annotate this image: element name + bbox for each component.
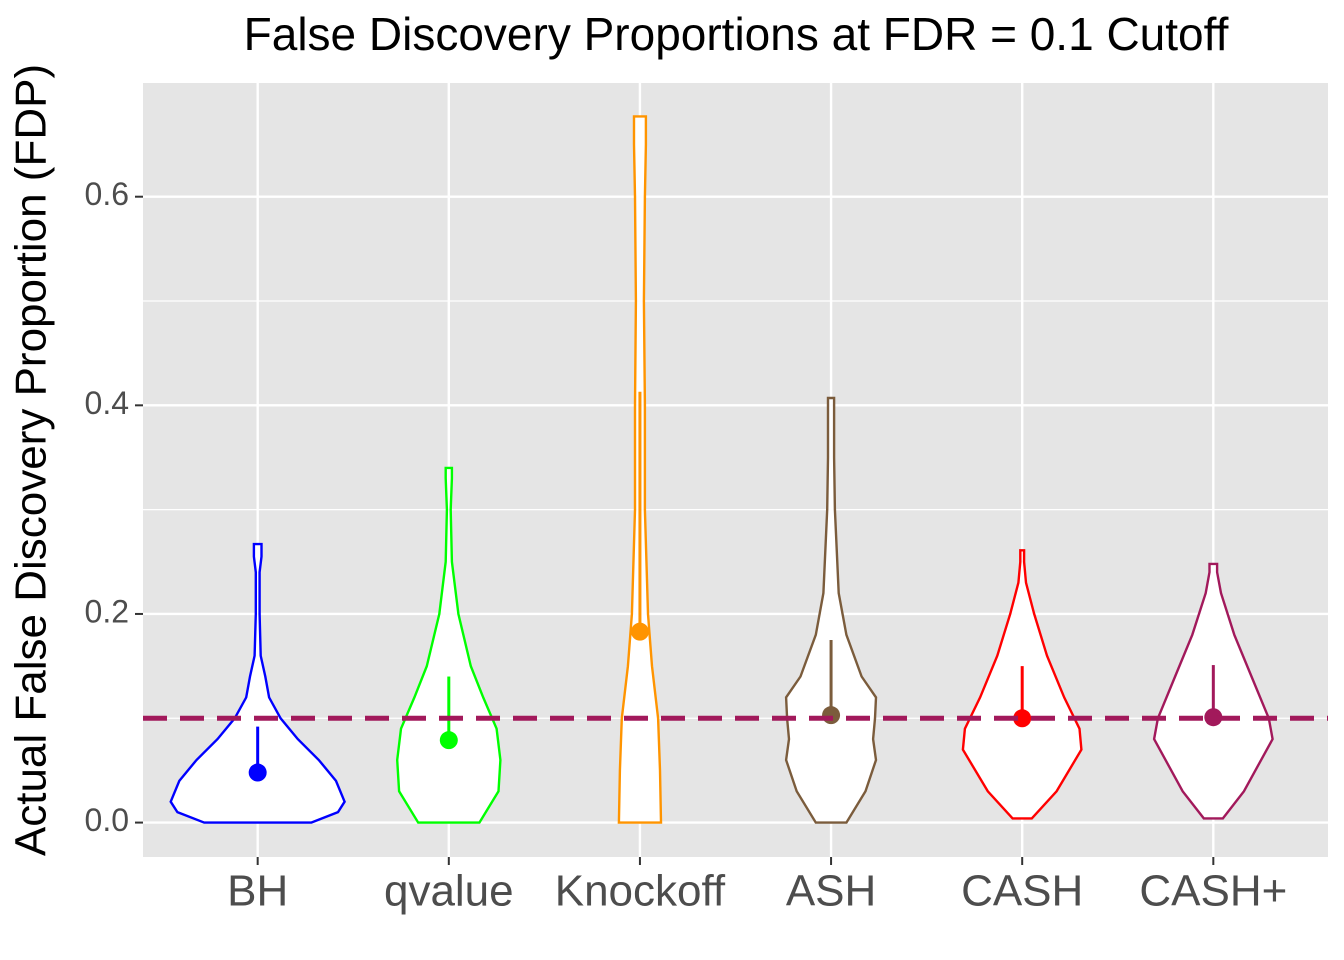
plot-background [143,83,1328,857]
violin [395,466,502,824]
mean-point [630,622,649,641]
x-tick-label: CASH [961,867,1083,916]
x-tick-label: BH [227,867,288,916]
mean-point [822,706,841,725]
y-tick-label: 0.4 [85,385,129,421]
mean-point [248,763,267,782]
violin [169,542,346,824]
y-tick-label: 0.0 [85,802,129,838]
mean-point [1013,709,1032,728]
x-tick-label: Knockoff [555,867,726,916]
x-tick-label: qvalue [384,867,514,916]
y-tick-label: 0.2 [85,593,129,629]
y-axis-label: Actual False Discovery Proportion (FDP) [7,64,56,856]
mean-point [1204,708,1223,727]
x-tick-label: CASH+ [1139,867,1287,916]
mean-point [439,731,458,750]
chart-title: False Discovery Proportions at FDR = 0.1… [244,8,1229,60]
x-tick-label: ASH [786,867,876,916]
y-tick-label: 0.6 [85,176,129,212]
